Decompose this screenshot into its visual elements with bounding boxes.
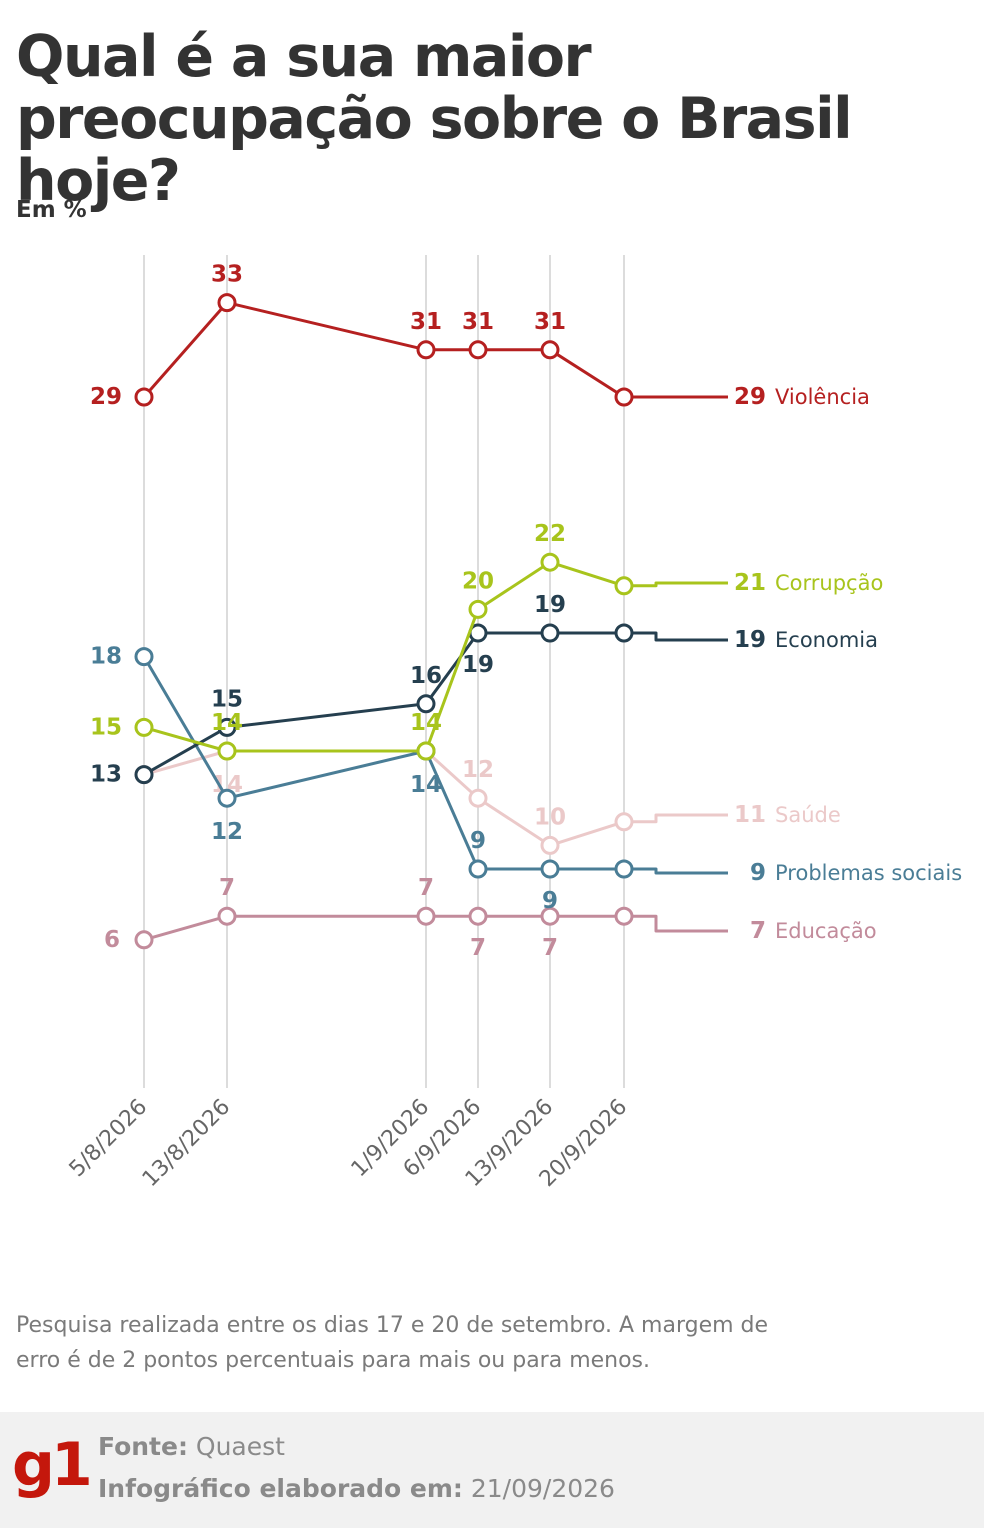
data-point-corrupcao [134, 717, 154, 737]
data-point-corrupcao [540, 552, 560, 572]
data-label-educacao: 7 [470, 935, 486, 961]
g1-logo: g1 [12, 1430, 93, 1500]
data-label-educacao: 7 [219, 875, 235, 901]
made-line: Infográfico elaborado em: 21/09/2026 [98, 1474, 615, 1503]
data-label-corrupcao: 14 [211, 710, 243, 736]
data-point-corrupcao [416, 741, 436, 761]
made-value: 21/09/2026 [470, 1474, 615, 1503]
data-label-violencia: 31 [410, 309, 442, 335]
data-point-economia [540, 623, 560, 643]
data-point-problemas-sociais [468, 859, 488, 879]
survey-note: Pesquisa realizada entre os dias 17 e 20… [16, 1313, 769, 1373]
legend-value-corrupcao: 21 [734, 570, 766, 596]
data-point-educacao [217, 906, 237, 926]
data-label-corrupcao: 20 [462, 568, 494, 594]
data-point-saude [468, 788, 488, 808]
legend-value-saude: 11 [734, 802, 766, 828]
data-label-economia: 16 [410, 663, 442, 689]
x-tick-label: 5/8/2026 [65, 1095, 153, 1183]
data-label-violencia: 31 [462, 309, 494, 335]
data-label-problemas-sociais: 9 [542, 888, 558, 914]
legend-name-educacao: Educação [775, 919, 877, 943]
data-point-problemas-sociais [614, 859, 634, 879]
data-label-problemas-sociais: 14 [410, 772, 442, 798]
data-point-problemas-sociais [540, 859, 560, 879]
data-point-violencia [134, 387, 154, 407]
data-point-educacao [468, 906, 488, 926]
data-point-problemas-sociais [217, 788, 237, 808]
legend-name-corrupcao: Corrupção [775, 571, 883, 595]
data-point-economia [217, 717, 237, 737]
data-point-educacao [614, 906, 634, 926]
data-point-educacao [540, 906, 560, 926]
legend-value-violencia: 29 [734, 384, 766, 410]
chart-title: Qual é a sua maior preocupação sobre o B… [16, 24, 853, 214]
source-line: Fonte: Quaest [98, 1432, 285, 1461]
data-label-saude: 12 [462, 757, 494, 783]
legend-name-problemas-sociais: Problemas sociais [775, 861, 962, 885]
legend-name-saude: Saúde [775, 803, 841, 827]
data-point-economia [134, 765, 154, 785]
data-label-educacao: 6 [104, 927, 120, 953]
data-point-corrupcao [217, 741, 237, 761]
made-label: Infográfico elaborado em: [98, 1474, 463, 1503]
legend-name-economia: Economia [775, 628, 878, 652]
data-point-violencia [416, 340, 436, 360]
data-point-corrupcao [614, 576, 634, 596]
data-label-problemas-sociais: 12 [211, 819, 243, 845]
legend-value-problemas-sociais: 9 [750, 860, 766, 886]
data-point-saude [614, 812, 634, 832]
data-point-educacao [134, 930, 154, 950]
y-axis-unit: Em % [16, 197, 87, 223]
data-point-violencia [614, 387, 634, 407]
data-label-corrupcao: 22 [534, 521, 566, 547]
data-point-violencia [217, 293, 237, 313]
x-tick-label: 13/8/2026 [138, 1095, 235, 1192]
data-label-corrupcao: 15 [90, 714, 122, 740]
data-label-educacao: 7 [418, 875, 434, 901]
data-point-problemas-sociais [134, 647, 154, 667]
footer: g1 Fonte: Quaest Infográfico elaborado e… [0, 1412, 984, 1528]
source-value: Quaest [195, 1432, 285, 1461]
data-point-violencia [540, 340, 560, 360]
data-label-violencia: 29 [90, 384, 122, 410]
legend-value-educacao: 7 [750, 918, 766, 944]
data-label-problemas-sociais: 9 [470, 828, 486, 854]
data-label-economia: 13 [90, 762, 122, 788]
data-label-violencia: 33 [211, 262, 243, 288]
data-point-violencia [468, 340, 488, 360]
data-label-economia: 19 [462, 652, 494, 678]
data-label-saude: 10 [534, 804, 566, 830]
data-label-economia: 15 [211, 686, 243, 712]
data-point-saude [540, 835, 560, 855]
data-point-educacao [416, 906, 436, 926]
source-label: Fonte: [98, 1432, 188, 1461]
data-label-corrupcao: 14 [410, 710, 442, 736]
data-label-problemas-sociais: 18 [90, 644, 122, 670]
legend-value-economia: 19 [734, 627, 766, 653]
data-point-economia [614, 623, 634, 643]
data-label-economia: 19 [534, 592, 566, 618]
data-point-corrupcao [468, 599, 488, 619]
data-label-violencia: 31 [534, 309, 566, 335]
series-line-violencia [142, 301, 728, 399]
data-label-educacao: 7 [542, 935, 558, 961]
data-point-economia [416, 694, 436, 714]
legend-name-violencia: Violência [775, 385, 870, 409]
